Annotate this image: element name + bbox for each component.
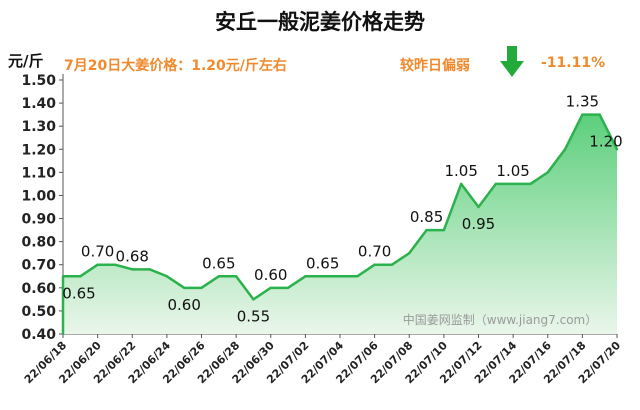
data-label: 1.05 <box>444 162 477 180</box>
compare-label: 较昨日偏弱 <box>400 58 470 74</box>
data-point <box>373 263 376 266</box>
data-label: 0.60 <box>254 266 287 284</box>
data-label: 0.68 <box>116 247 149 265</box>
data-point <box>61 275 65 278</box>
data-label: 0.95 <box>462 215 495 233</box>
chart-title: 安丘一般泥姜价格走势 <box>215 10 425 34</box>
y-tick-label: 0.40 <box>21 327 56 343</box>
data-label: 0.55 <box>237 307 270 325</box>
y-tick-label: 0.60 <box>21 281 56 297</box>
y-tick-label: 1.00 <box>21 188 56 204</box>
y-tick-label: 0.70 <box>21 258 56 274</box>
data-label: 1.35 <box>566 93 599 111</box>
data-label: 0.65 <box>202 254 235 272</box>
price-subtitle: 7月20日大姜价格：1.20元/斤左右 <box>64 58 287 74</box>
y-tick-label: 1.10 <box>21 165 56 181</box>
y-tick-label: 0.50 <box>21 304 56 320</box>
data-point <box>321 275 324 278</box>
data-point <box>598 113 601 116</box>
data-label: 0.70 <box>358 243 391 261</box>
data-point <box>546 171 549 174</box>
data-point <box>96 263 99 266</box>
watermark: 中国姜网监制（www.jiang7.com） <box>403 312 597 327</box>
data-point <box>390 263 394 266</box>
data-point <box>200 286 203 290</box>
data-point <box>356 275 359 278</box>
change-percent: -11.11% <box>541 55 606 71</box>
data-point <box>113 263 117 266</box>
data-label: 1.05 <box>496 162 529 180</box>
unit-label: 元/斤 <box>8 52 44 70</box>
data-point <box>563 148 567 151</box>
data-point <box>165 275 169 278</box>
data-point <box>477 205 480 209</box>
data-point <box>234 275 238 278</box>
data-point <box>79 275 82 278</box>
data-point <box>425 228 428 232</box>
data-point <box>304 275 307 278</box>
data-label: 0.65 <box>306 254 339 272</box>
data-point <box>182 286 186 290</box>
data-point <box>148 268 151 271</box>
y-tick-label: 0.90 <box>21 212 56 228</box>
data-label: 0.60 <box>167 296 200 314</box>
data-point <box>338 275 342 278</box>
y-tick-label: 1.40 <box>21 96 56 112</box>
data-label: 0.85 <box>410 208 443 226</box>
data-point <box>217 275 221 278</box>
data-point <box>269 286 272 290</box>
data-label: 0.65 <box>62 284 95 302</box>
y-tick-label: 1.20 <box>21 142 56 158</box>
data-point <box>511 182 515 186</box>
data-point <box>581 113 584 116</box>
data-point <box>529 182 532 186</box>
data-point <box>615 148 619 151</box>
y-tick-label: 1.50 <box>21 73 56 89</box>
data-label: 0.70 <box>81 243 114 261</box>
data-point <box>459 182 463 186</box>
data-label: 1.20 <box>589 132 622 150</box>
data-point <box>252 298 255 301</box>
y-tick-label: 1.30 <box>21 119 56 135</box>
price-area-fill <box>63 114 617 335</box>
data-point <box>442 228 446 232</box>
data-point <box>494 182 498 186</box>
data-point <box>286 286 290 290</box>
y-tick-label: 0.80 <box>21 235 56 251</box>
data-point <box>408 251 411 255</box>
data-point <box>131 268 134 271</box>
down-arrow-icon <box>500 46 524 77</box>
